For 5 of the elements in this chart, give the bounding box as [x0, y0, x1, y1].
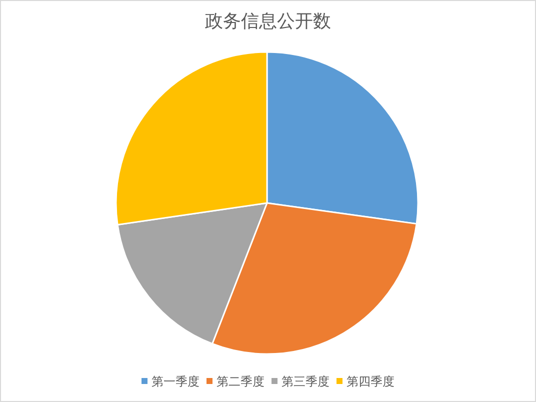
chart-title: 政务信息公开数 — [205, 11, 331, 32]
legend-label: 第一季度 — [152, 374, 200, 388]
legend-label: 第二季度 — [216, 374, 264, 388]
legend-label: 第三季度 — [282, 374, 330, 388]
legend-label: 第四季度 — [346, 374, 394, 388]
